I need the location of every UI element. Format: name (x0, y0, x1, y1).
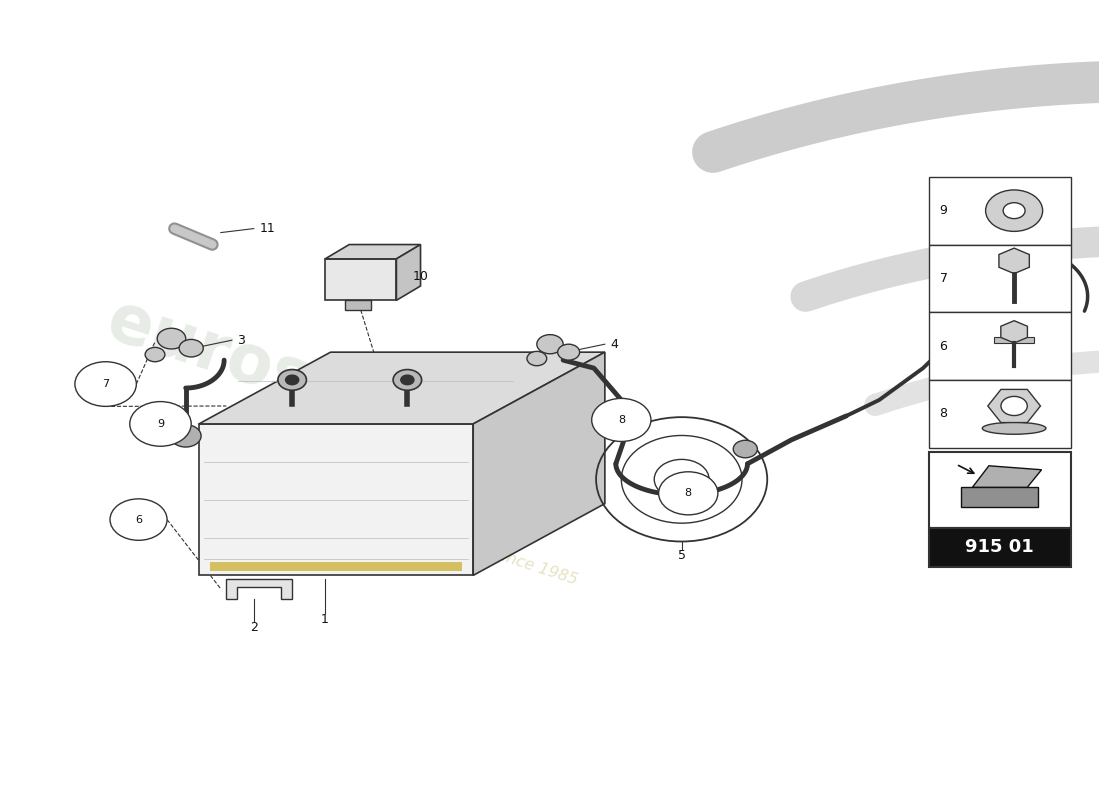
Bar (210, 562, 462, 571)
Text: 3: 3 (238, 334, 245, 346)
Polygon shape (326, 259, 396, 300)
Text: 915 01: 915 01 (966, 538, 1034, 557)
Circle shape (1003, 202, 1025, 218)
Circle shape (75, 362, 136, 406)
Polygon shape (972, 466, 1042, 487)
Polygon shape (396, 245, 420, 300)
Circle shape (286, 375, 299, 385)
Circle shape (110, 499, 167, 540)
Circle shape (278, 370, 307, 390)
Text: 2: 2 (250, 621, 257, 634)
Circle shape (558, 344, 580, 360)
Text: 7: 7 (939, 272, 947, 285)
Circle shape (157, 328, 186, 349)
Text: eurospares: eurospares (98, 287, 519, 481)
Text: 4: 4 (610, 338, 618, 350)
Polygon shape (199, 352, 605, 424)
Circle shape (1001, 397, 1027, 415)
Text: 1: 1 (321, 613, 329, 626)
Text: a passion for parts since 1985: a passion for parts since 1985 (345, 499, 580, 588)
Text: 5: 5 (678, 549, 685, 562)
Text: 8: 8 (618, 415, 625, 425)
Bar (928, 380, 1071, 448)
Text: 9: 9 (157, 419, 164, 429)
Polygon shape (227, 579, 293, 599)
Ellipse shape (982, 422, 1046, 434)
Text: 9: 9 (939, 204, 947, 217)
Circle shape (659, 472, 718, 515)
Circle shape (734, 440, 758, 458)
Circle shape (400, 375, 414, 385)
Text: 8: 8 (684, 488, 692, 498)
Circle shape (537, 334, 563, 354)
Bar (928, 527, 1071, 567)
Text: 11: 11 (260, 222, 275, 235)
Circle shape (527, 351, 547, 366)
Circle shape (986, 190, 1043, 231)
Polygon shape (473, 352, 605, 575)
Text: 7: 7 (102, 379, 109, 389)
Text: 6: 6 (939, 340, 947, 353)
Bar (928, 245, 1071, 312)
Bar (961, 487, 1038, 507)
Bar (994, 337, 1034, 343)
Bar (928, 312, 1071, 380)
Circle shape (170, 425, 201, 447)
Polygon shape (199, 424, 473, 575)
Circle shape (592, 398, 651, 442)
Circle shape (130, 402, 191, 446)
Polygon shape (999, 248, 1030, 274)
Text: 6: 6 (135, 514, 142, 525)
Text: 10: 10 (412, 270, 429, 283)
Bar (928, 177, 1071, 245)
Text: 8: 8 (939, 407, 947, 421)
Polygon shape (1001, 321, 1027, 343)
Circle shape (393, 370, 421, 390)
Bar (928, 452, 1071, 527)
Polygon shape (988, 390, 1041, 422)
Polygon shape (344, 300, 371, 310)
Circle shape (145, 347, 165, 362)
Circle shape (179, 339, 204, 357)
Polygon shape (326, 245, 420, 259)
